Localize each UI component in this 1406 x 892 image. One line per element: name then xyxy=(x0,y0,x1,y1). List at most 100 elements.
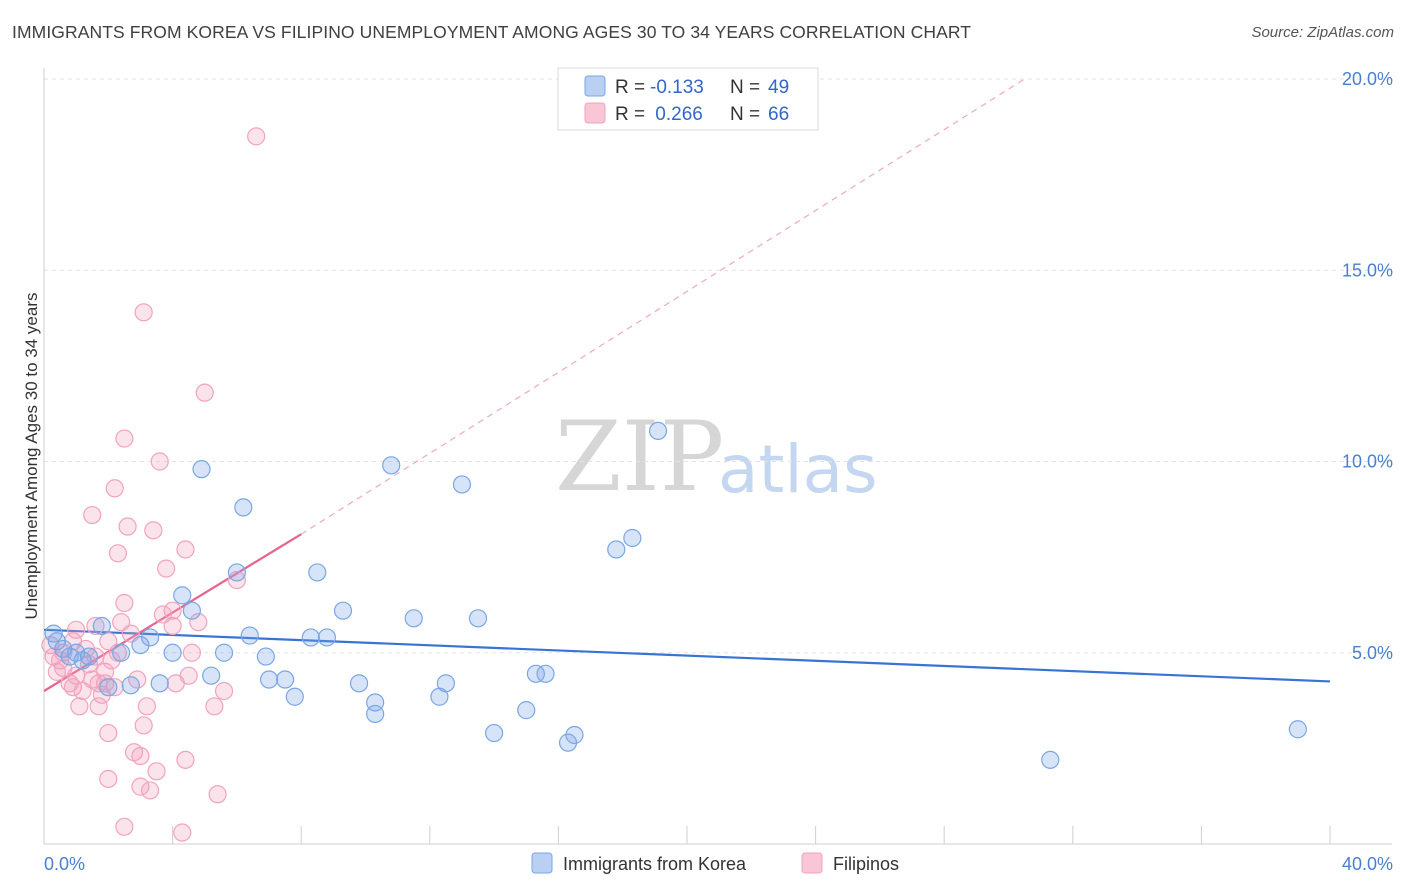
point-korea-26 xyxy=(285,687,304,706)
point-korea-22 xyxy=(240,626,259,645)
source-credit: Source: ZipAtlas.com xyxy=(1251,24,1394,41)
point-korea-42 xyxy=(526,664,545,683)
legend-r-label-filipinos: R = xyxy=(615,104,645,125)
point-filipinos-26 xyxy=(105,479,124,498)
point-filipinos-36 xyxy=(134,303,153,322)
point-filipinos-29 xyxy=(115,593,134,613)
point-korea-8 xyxy=(99,678,118,697)
point-filipinos-64 xyxy=(166,674,185,693)
point-filipinos-43 xyxy=(157,559,176,578)
point-filipinos-24 xyxy=(99,723,118,743)
legend-swatch-korea xyxy=(584,75,606,97)
x-tick-label-0: 0.0% xyxy=(44,854,85,874)
point-korea-23 xyxy=(256,647,275,666)
point-korea-16 xyxy=(182,601,201,620)
legend-r-value-filipinos: 0.266 xyxy=(650,104,703,125)
point-korea-33 xyxy=(366,704,385,724)
point-korea-11 xyxy=(131,635,150,655)
bottom-legend-label-korea: Immigrants from Korea xyxy=(563,854,747,874)
point-filipinos-8 xyxy=(70,697,89,716)
point-filipinos-21 xyxy=(83,505,102,525)
point-korea-46 xyxy=(607,540,626,559)
y-tick-label-0: 5.0% xyxy=(1352,643,1393,663)
point-filipinos-45 xyxy=(163,601,182,620)
point-filipinos-40 xyxy=(144,521,163,540)
point-korea-31 xyxy=(349,674,369,693)
point-filipinos-19 xyxy=(105,678,124,697)
point-korea-43 xyxy=(536,664,555,683)
point-korea-40 xyxy=(485,723,504,743)
point-filipinos-63 xyxy=(153,605,173,624)
point-korea-6 xyxy=(79,647,99,666)
legend-swatch-filipinos xyxy=(584,102,606,124)
point-korea-18 xyxy=(202,666,221,685)
point-korea-30 xyxy=(333,601,353,620)
y-tick-labels: 5.0% 10.0% 15.0% 20.0% xyxy=(1342,69,1393,663)
point-korea-35 xyxy=(404,609,423,628)
point-filipinos-22 xyxy=(86,616,105,636)
point-filipinos-51 xyxy=(189,613,208,632)
point-filipinos-35 xyxy=(131,746,150,766)
point-filipinos-53 xyxy=(205,697,224,716)
point-filipinos-27 xyxy=(108,544,128,563)
watermark-zip: ZIP xyxy=(555,401,724,513)
point-korea-47 xyxy=(623,528,642,548)
point-filipinos-41 xyxy=(147,762,166,781)
point-korea-10 xyxy=(121,676,140,695)
point-korea-38 xyxy=(452,475,472,494)
point-filipinos-50 xyxy=(182,643,201,662)
point-korea-39 xyxy=(468,609,488,628)
axes xyxy=(43,68,1392,845)
point-filipinos-47 xyxy=(176,540,195,559)
point-korea-48 xyxy=(648,421,668,440)
point-korea-41 xyxy=(517,701,536,720)
point-filipinos-34 xyxy=(131,777,150,796)
bottom-legend-swatch-korea xyxy=(531,852,553,874)
point-korea-34 xyxy=(382,456,401,475)
point-korea-49 xyxy=(1041,750,1060,769)
trend-lines xyxy=(43,78,1331,692)
x-tick-labels: 0.0% 40.0% xyxy=(44,854,1393,874)
legend-n-value-filipinos: 66 xyxy=(768,104,789,125)
point-filipinos-6 xyxy=(63,678,83,697)
legend-r-label-korea: R = xyxy=(615,77,645,98)
point-filipinos-59 xyxy=(67,620,86,639)
bottom-legend-label-filipinos: Filipinos xyxy=(833,854,899,874)
point-korea-7 xyxy=(92,616,111,636)
series-legend: Immigrants from Korea Filipinos xyxy=(531,852,899,874)
point-korea-28 xyxy=(308,563,327,582)
point-korea-21 xyxy=(234,498,253,517)
point-filipinos-37 xyxy=(134,716,153,735)
point-korea-45 xyxy=(565,725,584,745)
data-points xyxy=(41,127,1307,842)
point-korea-37 xyxy=(436,674,455,693)
point-filipinos-49 xyxy=(176,750,195,769)
point-filipinos-30 xyxy=(115,429,134,448)
chart-title: IMMIGRANTS FROM KOREA VS FILIPINO UNEMPL… xyxy=(12,22,972,42)
correlation-legend: R = -0.133 N = 49 R = 0.266 N = 66 xyxy=(557,67,819,131)
bottom-legend-swatch-filipinos xyxy=(801,852,823,874)
point-korea-12 xyxy=(140,628,160,647)
point-filipinos-65 xyxy=(63,632,83,651)
point-korea-20 xyxy=(227,563,246,582)
point-korea-29 xyxy=(317,628,337,647)
point-filipinos-23 xyxy=(89,697,108,716)
point-filipinos-31 xyxy=(118,517,137,536)
point-korea-13 xyxy=(150,674,169,693)
point-korea-17 xyxy=(192,460,211,479)
point-korea-27 xyxy=(301,628,320,647)
y-tick-label-2: 15.0% xyxy=(1342,260,1393,280)
point-filipinos-39 xyxy=(140,781,160,800)
legend-r-value-korea: -0.133 xyxy=(650,77,704,98)
legend-n-label-filipinos: N = xyxy=(730,104,760,125)
x-tick-label-1: 40.0% xyxy=(1342,854,1393,874)
point-filipinos-25 xyxy=(99,769,118,789)
point-filipinos-54 xyxy=(208,785,227,804)
legend-n-value-korea: 49 xyxy=(768,77,789,98)
trend-line-korea xyxy=(43,628,1331,683)
point-korea-15 xyxy=(173,586,192,605)
point-filipinos-56 xyxy=(227,570,246,590)
point-filipinos-52 xyxy=(195,383,214,402)
point-korea-19 xyxy=(214,643,234,662)
